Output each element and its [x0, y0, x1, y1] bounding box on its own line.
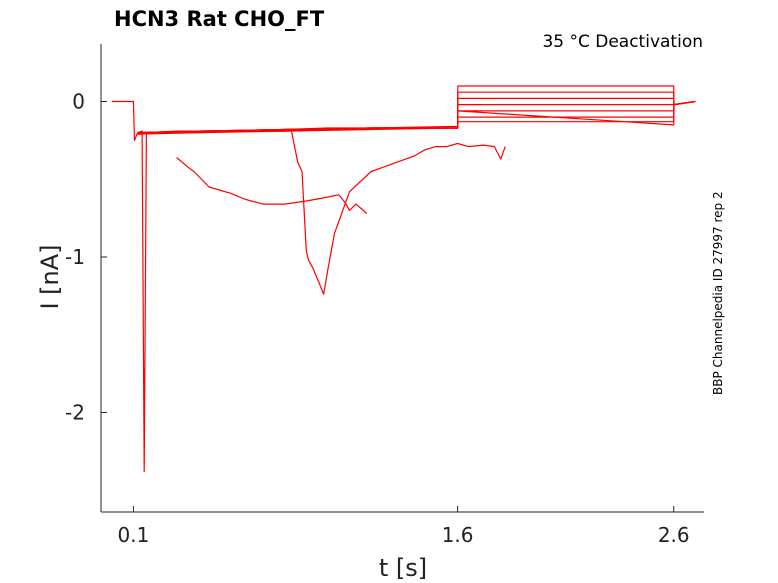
- chart-subtitle: 35 °C Deactivation: [542, 32, 703, 52]
- axes: [100, 44, 704, 513]
- x-tick-label: 1.6: [442, 523, 474, 547]
- series-line-1: [111, 85, 696, 473]
- x-tick-label: 2.6: [658, 523, 690, 547]
- ticks: 0.1 1.6 2.6 0 -1 -2: [65, 90, 690, 547]
- y-tick-label: -1: [65, 245, 85, 269]
- series-line-8: [137, 100, 696, 134]
- series-line-4: [137, 100, 696, 135]
- x-tick-label: 0.1: [118, 523, 150, 547]
- x-axis-label: t [s]: [379, 554, 427, 582]
- data-traces: [111, 85, 696, 473]
- y-axis-label: I [nA]: [36, 244, 64, 309]
- y-tick-label: -2: [65, 400, 85, 424]
- y-tick-label: 0: [72, 90, 85, 114]
- series-line-10: [290, 129, 506, 295]
- series-line-9: [176, 157, 368, 214]
- chart-title: HCN3 Rat CHO_FT: [114, 7, 325, 31]
- side-label: BBP Channelpedia ID 27997 rep 2: [711, 191, 725, 395]
